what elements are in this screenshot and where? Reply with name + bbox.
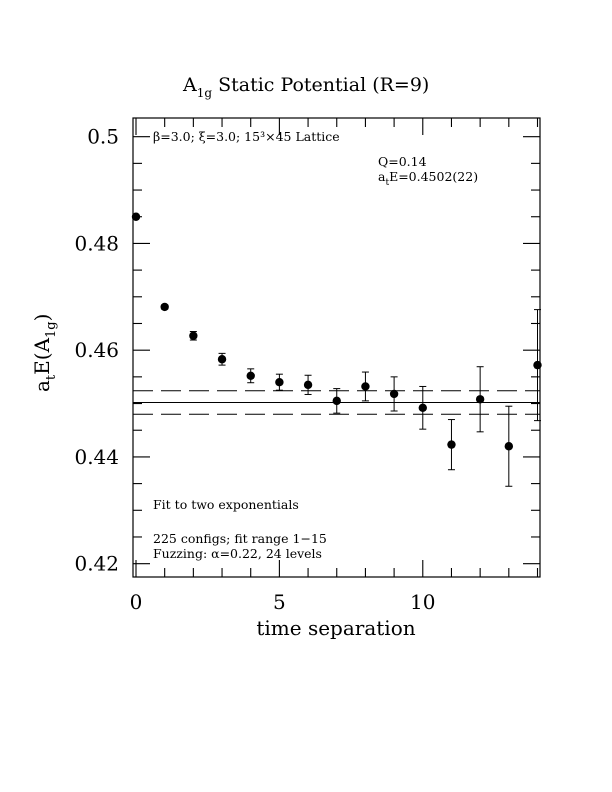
data-point [447, 440, 456, 449]
data-point [246, 371, 255, 380]
data-point [475, 395, 485, 404]
data-point [303, 380, 313, 390]
data-point [504, 442, 514, 451]
energy-annotation: atE=0.4502(22) [378, 169, 478, 188]
y-label-a: a [30, 380, 54, 392]
y-tick-label: 0.46 [74, 338, 119, 362]
data-point [361, 382, 370, 391]
chart-title: A1g Static Potential (R=9) [182, 74, 429, 100]
configs-annotation: 225 configs; fit range 1−15 [153, 531, 327, 546]
data-point [389, 389, 399, 399]
y-tick-label: 0.44 [74, 445, 119, 469]
y-tick-label: 0.5 [87, 125, 119, 149]
y-label-end: ) [30, 314, 54, 322]
chart-title-suffix: Static Potential (R=9) [212, 74, 429, 96]
chart-title-prefix: A [182, 74, 197, 96]
y-label-mid: E(A [30, 337, 54, 374]
y-tick-label: 0.42 [74, 552, 119, 576]
y-label-mid-sub: 1g [44, 321, 59, 338]
q-annotation: Q=0.14 [378, 154, 427, 169]
energy-a: a [378, 169, 386, 184]
energy-rest: E=0.4502(22) [389, 169, 478, 184]
data-point [418, 403, 427, 413]
x-tick-label: 0 [130, 590, 143, 614]
data-point [160, 302, 169, 312]
y-axis-label: atE(A1g) [30, 314, 59, 392]
y-tick-labels: 0.42 0.44 0.46 0.48 0.5 [74, 125, 119, 576]
x-axis-label: time separation [256, 616, 415, 640]
chart-title-sub: 1g [197, 86, 213, 100]
energy-sub: t [385, 178, 389, 188]
data-points [131, 212, 542, 487]
x-tick-label: 10 [410, 590, 435, 614]
data-point [533, 360, 542, 370]
data-point [332, 396, 341, 406]
x-tick-labels: 0 5 10 [130, 590, 436, 614]
y-label-a-sub: t [44, 374, 59, 380]
fuzzing-annotation: Fuzzing: α=0.22, 24 levels [153, 546, 322, 561]
x-tick-label: 5 [273, 590, 286, 614]
data-point [217, 355, 227, 364]
data-point [131, 212, 141, 221]
data-point [275, 377, 284, 387]
axis-ticks [133, 118, 540, 577]
data-point [189, 331, 198, 340]
fit-annotation: Fit to two exponentials [153, 497, 299, 512]
y-tick-label: 0.48 [74, 231, 119, 255]
lattice-annotation: β=3.0; ξ=3.0; 15³×45 Lattice [153, 129, 340, 144]
